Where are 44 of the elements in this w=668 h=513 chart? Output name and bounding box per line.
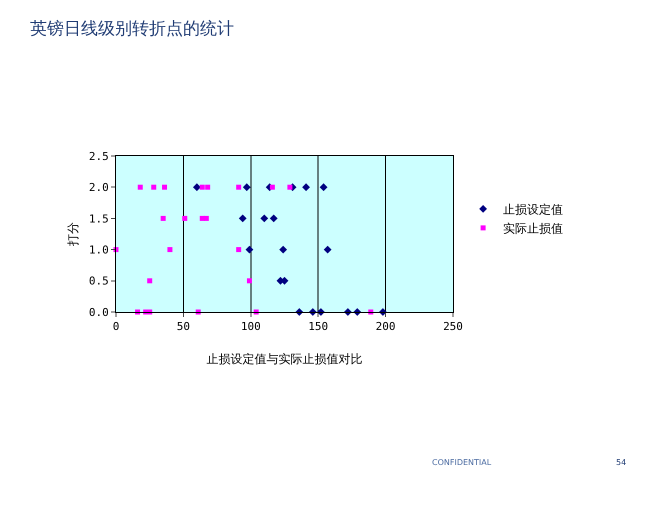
y-tick-label: 1.0 [88, 243, 109, 256]
y-tick-label: 2.5 [88, 150, 109, 163]
x-tick-label: 150 [308, 320, 328, 334]
point [270, 184, 275, 190]
point [279, 246, 288, 254]
point [270, 214, 278, 222]
point [167, 247, 172, 252]
point [147, 278, 152, 284]
y-tick-label: 1.5 [88, 212, 109, 226]
y-tick-label: 0.0 [88, 306, 109, 319]
point [160, 216, 166, 221]
point [246, 246, 254, 254]
x-tick-label: 250 [443, 320, 463, 334]
x-tick-label: 100 [240, 320, 261, 334]
y-tick-label: 2.0 [88, 181, 109, 194]
point [236, 247, 242, 252]
point [138, 184, 143, 190]
point [236, 184, 242, 190]
point [260, 214, 268, 222]
point [302, 183, 310, 192]
x-tick-label: 0 [112, 320, 120, 334]
point [320, 183, 328, 192]
point [200, 184, 205, 190]
point [151, 184, 156, 190]
point [182, 216, 188, 221]
point [238, 214, 247, 222]
point [192, 183, 201, 192]
x-tick-label: 50 [176, 320, 190, 334]
point [287, 184, 292, 190]
point [324, 246, 332, 254]
point [246, 278, 252, 284]
text: 54 [616, 458, 626, 467]
point [162, 184, 168, 190]
chart-title: 英镑日线级别转折点的统计 [30, 18, 234, 39]
point [205, 184, 210, 190]
point [204, 216, 209, 221]
x-tick-label: 200 [376, 320, 396, 334]
point [242, 183, 251, 192]
y-axis-title: 打分 [66, 222, 80, 247]
text: CONFIDENTIAL [432, 458, 492, 467]
legend-label: 止损设定值 [503, 202, 564, 217]
legend-label: 实际止损值 [503, 222, 564, 236]
y-tick-label: 0.5 [88, 274, 109, 288]
x-axis-title: 止损设定值与实际止损值对比 [206, 352, 362, 366]
